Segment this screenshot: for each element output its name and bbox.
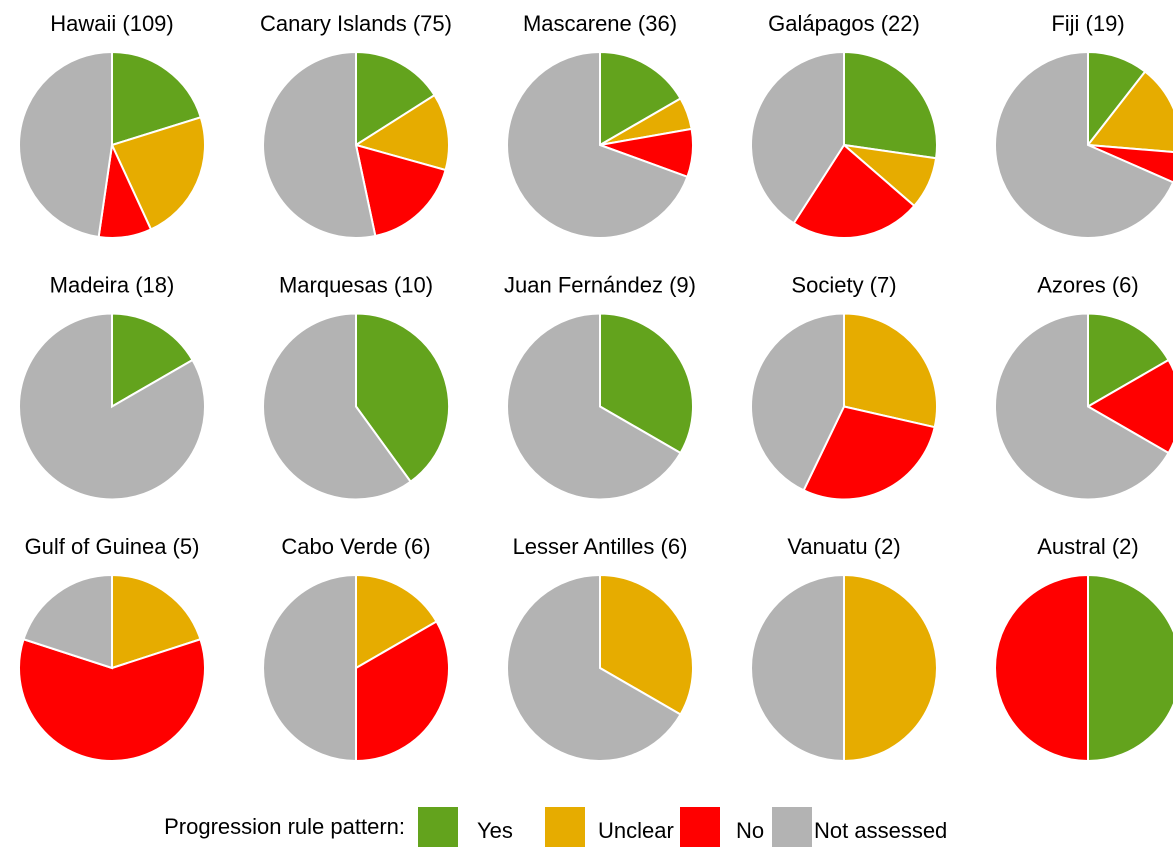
legend-swatch bbox=[545, 807, 585, 847]
pie-slice bbox=[1087, 573, 1173, 763]
pie-slice bbox=[262, 312, 413, 501]
pie-slice bbox=[111, 573, 202, 670]
pie-slice bbox=[792, 143, 916, 239]
pie-title: Canary Islands (75) bbox=[260, 11, 452, 36]
pie-slice bbox=[994, 312, 1170, 501]
pie-title: Hawaii (109) bbox=[50, 11, 174, 36]
pie-slice bbox=[111, 312, 194, 409]
pie-title: Fiji (19) bbox=[1051, 11, 1124, 36]
pie-title: Society (7) bbox=[791, 272, 896, 297]
pie-slice bbox=[262, 50, 377, 239]
pie-slice bbox=[355, 620, 450, 763]
pie-slice bbox=[1086, 70, 1173, 154]
pie-title: Lesser Antilles (6) bbox=[513, 534, 688, 559]
pie-slice bbox=[18, 50, 113, 239]
pie-slice bbox=[506, 312, 682, 501]
pie-slice bbox=[994, 50, 1173, 239]
pie-slice bbox=[750, 50, 845, 225]
pie-title: Marquesas (10) bbox=[279, 272, 433, 297]
pie-slice bbox=[354, 143, 447, 238]
pie-slice bbox=[18, 312, 206, 501]
pie-title: Cabo Verde (6) bbox=[281, 534, 430, 559]
pie-slice bbox=[355, 573, 438, 670]
pie-title: Galápagos (22) bbox=[768, 11, 920, 36]
pie-slice bbox=[802, 405, 936, 501]
pie-slice bbox=[355, 312, 450, 484]
pie-slice bbox=[506, 573, 682, 762]
legend-swatch bbox=[418, 807, 458, 847]
pie-slice bbox=[843, 50, 938, 160]
pie-slice bbox=[994, 573, 1089, 763]
pie-slice bbox=[843, 312, 938, 429]
pie-slice bbox=[599, 312, 694, 455]
legend-label: Unclear bbox=[598, 818, 674, 843]
legend-label: Yes bbox=[477, 818, 513, 843]
legend-label: Not assessed bbox=[814, 818, 947, 843]
pie-slice bbox=[18, 638, 206, 762]
pie-title: Vanuatu (2) bbox=[787, 534, 900, 559]
pie-slice bbox=[355, 50, 436, 147]
pie-slice bbox=[843, 573, 938, 763]
pie-title: Madeira (18) bbox=[50, 272, 175, 297]
pie-title: Juan Fernández (9) bbox=[504, 272, 696, 297]
pie-title: Gulf of Guinea (5) bbox=[25, 534, 200, 559]
pie-title: Austral (2) bbox=[1037, 534, 1138, 559]
pie-slice bbox=[599, 573, 694, 716]
pie-slice bbox=[110, 116, 206, 231]
pie-slice bbox=[506, 50, 689, 239]
pie-slice bbox=[22, 573, 113, 670]
legend-swatch bbox=[772, 807, 812, 847]
pie-slice bbox=[111, 50, 203, 147]
pie-slice bbox=[750, 312, 845, 492]
legend-label: No bbox=[736, 818, 764, 843]
pie-title: Mascarene (36) bbox=[523, 11, 677, 36]
pie-slice bbox=[1087, 312, 1170, 409]
pie-slice bbox=[1086, 358, 1173, 455]
pie-slice bbox=[750, 573, 845, 763]
pie-slice bbox=[599, 50, 682, 147]
legend-swatch bbox=[680, 807, 720, 847]
legend-title: Progression rule pattern: bbox=[164, 814, 405, 839]
pie-title: Azores (6) bbox=[1037, 272, 1138, 297]
pie-slice bbox=[262, 573, 357, 763]
